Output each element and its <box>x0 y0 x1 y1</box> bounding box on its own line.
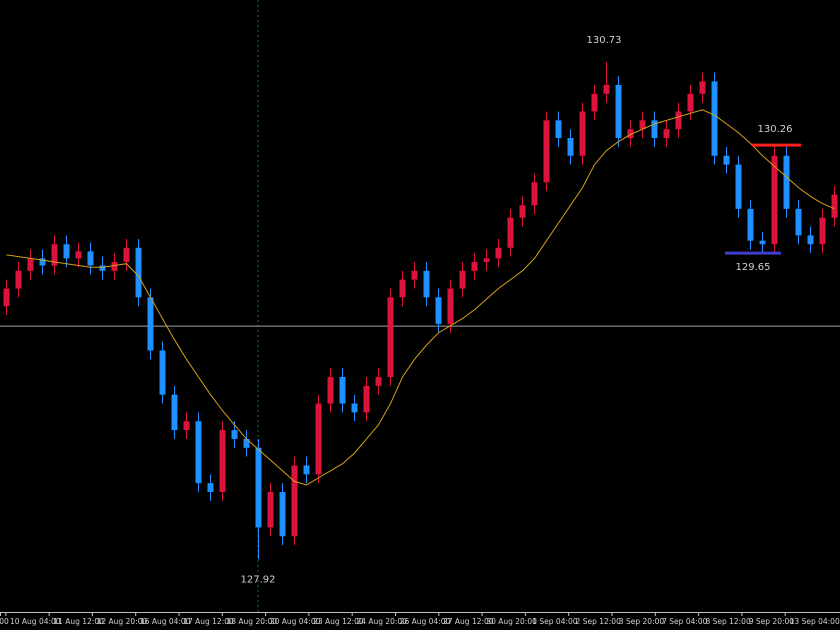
x-tick-label: 20 Aug 04:00 <box>270 617 321 626</box>
candle-body <box>771 155 778 245</box>
candle-body <box>207 483 214 493</box>
candle-body <box>639 120 646 130</box>
x-tick-label: 9 Sep 20:00 <box>749 617 795 626</box>
candle-body <box>87 251 94 266</box>
candle-body <box>327 376 334 404</box>
candle-body <box>651 120 658 139</box>
x-tick-label: 7 Sep 04:00 <box>662 617 708 626</box>
candle-body <box>147 297 154 351</box>
candle-body <box>531 182 538 206</box>
x-tick-label: 13 Sep 04:00 <box>790 617 840 626</box>
candle-body <box>3 288 10 307</box>
candle-body <box>135 247 142 298</box>
candle-body <box>783 155 790 209</box>
x-tick-label: 1 Sep 04:00 <box>532 617 578 626</box>
candle-body <box>291 465 298 537</box>
candle-body <box>663 129 670 139</box>
candle-body <box>279 492 286 537</box>
candle-body <box>375 376 382 386</box>
candle-body <box>507 217 514 248</box>
candle-body <box>723 155 730 165</box>
candle-body <box>351 403 358 413</box>
candle-body <box>483 258 490 262</box>
candle-body <box>15 270 22 289</box>
candle-body <box>747 208 754 241</box>
candle-body <box>699 81 706 94</box>
candle-body <box>495 247 502 259</box>
candle-body <box>111 261 118 271</box>
x-tick-label: 27 Aug 12:00 <box>443 617 494 626</box>
candle-body <box>255 447 262 528</box>
candle-body <box>315 403 322 475</box>
price-label: 130.73 <box>587 35 622 46</box>
candle-body <box>519 205 526 218</box>
price-label: 130.26 <box>758 124 793 135</box>
candle-body <box>387 297 394 377</box>
candle-body <box>159 350 166 395</box>
x-tick-label: 24 Aug 20:00 <box>356 617 407 626</box>
x-tick-label: 11 Aug 12:00 <box>53 617 104 626</box>
candle-body <box>303 465 310 475</box>
candle-body <box>675 111 682 130</box>
candle-body <box>243 438 250 448</box>
candle-body <box>183 421 190 431</box>
x-tick-label: 3 Sep 20:00 <box>619 617 665 626</box>
x-tick-label: 30 Aug 20:00 <box>486 617 537 626</box>
candle-body <box>63 244 70 259</box>
candle-body <box>543 120 550 183</box>
candle-body <box>459 270 466 289</box>
x-tick-label: 00 <box>0 617 9 626</box>
candle-body <box>567 138 574 156</box>
x-tick-label: 16 Aug 04:00 <box>140 617 191 626</box>
candle-body <box>423 270 430 298</box>
candle-body <box>591 93 598 112</box>
candle-body <box>795 208 802 236</box>
candle-body <box>579 111 586 156</box>
candle-body <box>75 251 82 259</box>
candle-body <box>687 93 694 112</box>
candle-body <box>219 430 226 493</box>
x-tick-label: 23 Aug 12:00 <box>313 617 364 626</box>
candle-body <box>711 81 718 156</box>
price-label: 129.65 <box>736 262 771 273</box>
candle-body <box>339 376 346 404</box>
candle-body <box>363 385 370 413</box>
candle-body <box>627 129 634 139</box>
x-tick-label: 17 Aug 12:00 <box>183 617 234 626</box>
x-tick-label: 10 Aug 04:00 <box>10 617 61 626</box>
candle-body <box>411 270 418 280</box>
candle-body <box>603 84 610 94</box>
candle-body <box>471 261 478 271</box>
candle-body <box>735 164 742 209</box>
candle-body <box>99 265 106 271</box>
price-label: 127.92 <box>241 574 276 585</box>
candle-body <box>231 430 238 439</box>
candle-body <box>27 258 34 271</box>
x-tick-label: 18 Aug 20:00 <box>227 617 278 626</box>
candle-body <box>171 394 178 431</box>
candle-body <box>759 240 766 245</box>
candle-body <box>39 258 46 266</box>
x-tick-label: 8 Sep 12:00 <box>705 617 751 626</box>
x-tick-label: 26 Aug 04:00 <box>400 617 451 626</box>
x-tick-label: 12 Aug 20:00 <box>97 617 148 626</box>
candle-body <box>831 194 838 218</box>
moving-average <box>6 109 835 486</box>
candle-body <box>615 84 622 139</box>
candle-body <box>399 279 406 298</box>
x-tick-label: 2 Sep 12:00 <box>576 617 622 626</box>
candle-body <box>123 247 130 262</box>
candle-body <box>267 492 274 528</box>
candle-body <box>435 297 442 324</box>
candle-body <box>819 217 826 245</box>
candle-body <box>447 288 454 324</box>
candle-body <box>195 421 202 484</box>
candle-body <box>51 244 58 266</box>
candle-body <box>807 235 814 245</box>
candle-body <box>555 120 562 139</box>
